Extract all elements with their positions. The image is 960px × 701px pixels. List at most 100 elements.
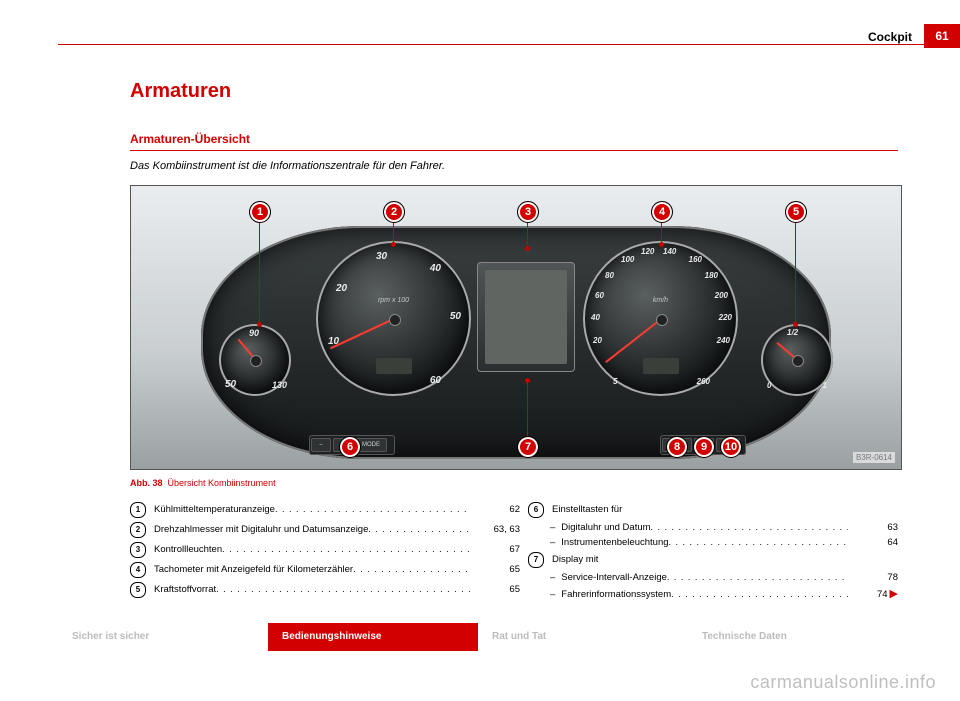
rpm-lcd (376, 358, 412, 374)
callout-line (527, 223, 528, 247)
fuel-tick: 1 (823, 381, 827, 390)
callout-2: 2 (383, 201, 405, 223)
reference-subitem: –Instrumentenbeleuchtung 64 (550, 537, 898, 548)
speed-tick: 140 (663, 247, 676, 256)
callout-dot (391, 242, 396, 247)
dash-icon: – (550, 572, 555, 583)
watermark: carmanualsonline.info (750, 672, 936, 693)
reference-label: Einstelltasten für (552, 504, 622, 515)
reference-subitem: –Service-Intervall-Anzeige 78 (550, 572, 898, 583)
fuel-tick: 1/2 (787, 328, 798, 337)
temp-tick: 90 (249, 328, 259, 338)
dash-icon: – (550, 589, 555, 600)
callout-6: 6 (339, 436, 361, 458)
speed-lcd (643, 358, 679, 374)
figure-caption-text: Übersicht Kombiinstrument (168, 478, 276, 488)
reference-page: 65 (470, 584, 520, 595)
temp-gauge: 50 90 130 (219, 324, 291, 396)
center-display (485, 270, 567, 364)
gauge-hub (389, 314, 401, 326)
speed-tick: 80 (605, 271, 614, 280)
reference-sublabel: Instrumentenbeleuchtung (561, 537, 848, 548)
speed-tick: 260 (697, 377, 710, 386)
fuel-tick: 0 (767, 381, 771, 390)
reference-label: Display mit (552, 554, 598, 565)
speed-tick: 240 (717, 336, 730, 345)
callout-9: 9 (693, 436, 715, 458)
speed-tick: 100 (621, 255, 634, 264)
reference-item: 7 Display mit (528, 552, 898, 568)
speed-tick: 60 (595, 291, 604, 300)
dash-icon: – (550, 522, 555, 533)
reference-number: 3 (130, 542, 146, 558)
callout-7: 7 (517, 436, 539, 458)
reference-list-left: 1Kühlmitteltemperaturanzeige 622Drehzahl… (130, 502, 520, 602)
dash-icon: – (550, 537, 555, 548)
rpm-tick: 60 (430, 375, 441, 386)
gauge-hub (792, 355, 804, 367)
reference-page: 63, 63 (470, 524, 520, 535)
reference-item: 3Kontrollleuchten 67 (130, 542, 520, 558)
temp-tick: 130 (272, 380, 287, 390)
page-number: 61 (924, 24, 960, 48)
minus-button[interactable]: – (311, 438, 331, 452)
reference-number: 4 (130, 562, 146, 578)
rpm-tick: 30 (376, 251, 387, 262)
speed-tick: 40 (591, 313, 600, 322)
footer-tab[interactable]: Rat und Tat (478, 623, 688, 651)
footer-nav: Sicher ist sicherBedienungshinweiseRat u… (58, 623, 898, 651)
callout-dot (257, 322, 262, 327)
reference-subpage: 63 (848, 522, 898, 533)
section-title: Cockpit (868, 30, 912, 44)
callout-8: 8 (666, 436, 688, 458)
rpm-gauge: rpm x 100 10 20 30 40 50 60 (316, 241, 471, 396)
reference-item: 1 Kühlmitteltemperaturanzeige 62 (130, 502, 520, 518)
heading-rule (130, 150, 898, 151)
speed-needle (605, 318, 662, 363)
footer-tab[interactable]: Bedienungshinweise (268, 623, 478, 651)
speed-tick: 120 (641, 247, 654, 256)
temp-tick: 50 (225, 379, 236, 390)
callout-dot (793, 322, 798, 327)
callout-line (393, 223, 394, 243)
reference-page: 62 (470, 504, 520, 515)
lead-text: Das Kombiinstrument ist die Informations… (130, 160, 445, 172)
rpm-tick: 20 (336, 283, 347, 294)
reference-number: 7 (528, 552, 544, 568)
speed-tick: 160 (689, 255, 702, 264)
reference-number: 1 (130, 502, 146, 518)
heading-1: Armaturen (130, 80, 231, 103)
speed-tick: 20 (593, 336, 602, 345)
reference-label: Drehzahlmesser mit Digitaluhr und Datums… (154, 524, 470, 535)
reference-sublabel: Digitaluhr und Datum (561, 522, 848, 533)
rpm-tick: 50 (450, 311, 461, 322)
reference-number: 6 (528, 502, 544, 518)
speed-tick: 220 (719, 313, 732, 322)
heading-2: Armaturen-Übersicht (130, 132, 250, 146)
speed-tick: 200 (715, 291, 728, 300)
continue-arrow-icon: ▶ (890, 588, 898, 600)
figure-kombiinstrument: 50 90 130 rpm x 100 10 20 30 40 50 60 km… (130, 185, 902, 470)
figure-number: Abb. 38 (130, 478, 163, 488)
figure-badge: B3R-0614 (853, 452, 895, 463)
footer-tab[interactable]: Technische Daten (688, 623, 898, 651)
callout-line (259, 223, 260, 323)
callout-dot (525, 246, 530, 251)
callout-4: 4 (651, 201, 673, 223)
callout-dot (525, 378, 530, 383)
reference-subitem: –Fahrerinformationssystem 74▶ (550, 587, 898, 600)
reference-item: 5 Kraftstoffvorrat 65 (130, 582, 520, 598)
callout-3: 3 (517, 201, 539, 223)
header-rule (58, 44, 960, 45)
callout-line (795, 223, 796, 323)
reference-label: Kühlmitteltemperaturanzeige (154, 504, 470, 515)
reference-page: 67 (470, 544, 520, 555)
callout-1: 1 (249, 201, 271, 223)
reference-number: 5 (130, 582, 146, 598)
page: Cockpit 61 Armaturen Armaturen-Übersicht… (0, 0, 960, 701)
rpm-unit-label: rpm x 100 (316, 297, 471, 304)
reference-label: Kraftstoffvorrat (154, 584, 470, 595)
rpm-tick: 40 (430, 263, 441, 274)
footer-tab[interactable]: Sicher ist sicher (58, 623, 268, 651)
gauge-hub (656, 314, 668, 326)
